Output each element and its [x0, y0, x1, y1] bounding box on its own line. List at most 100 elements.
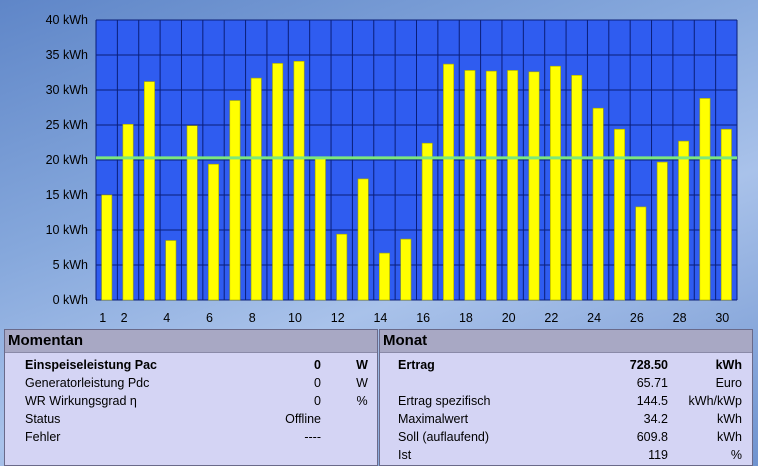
x-tick-label: 20 — [502, 311, 516, 325]
x-tick-label: 14 — [373, 311, 387, 325]
row-ertrag-spezifisch: Ertrag spezifisch 144.5 kWh/kWp — [380, 392, 752, 410]
row-label: Generatorleistung Pdc — [25, 376, 150, 390]
x-tick-label: 28 — [673, 311, 687, 325]
row-value: 119 — [648, 448, 668, 462]
bar-day-18 — [464, 70, 476, 301]
row-value: 0 — [314, 376, 321, 390]
row-maximalwert: Maximalwert 34.2 kWh — [380, 410, 752, 428]
bar-day-13 — [357, 178, 369, 301]
x-tick-label: 26 — [630, 311, 644, 325]
bar-day-5 — [186, 125, 198, 301]
bar-chart-svg: 0 kWh 5 kWh 10 kWh 15 kWh 20 kWh 25 kWh 30 kWh… — [46, 13, 738, 325]
y-tick-label: 35 kWh — [46, 48, 88, 62]
bar-day-27 — [656, 161, 668, 301]
bar-day-6 — [208, 163, 219, 301]
row-ertrag-euro: 65.71 Euro — [380, 374, 752, 392]
row-label: Soll (auflaufend) — [398, 430, 490, 444]
y-tick-label: 25 kWh — [46, 118, 88, 132]
bar-day-30 — [720, 128, 732, 301]
row-label: Ist — [398, 448, 412, 462]
row-value: Offline — [285, 412, 321, 426]
x-tick-label: 18 — [459, 311, 473, 325]
bar-day-7 — [229, 100, 241, 301]
x-tick-label: 2 — [121, 311, 128, 325]
bar-day-26 — [635, 206, 647, 301]
row-unit: W — [356, 376, 368, 390]
y-tick-label: 40 kWh — [46, 13, 88, 27]
bar-day-1 — [101, 194, 113, 301]
bar-day-2 — [122, 124, 134, 301]
x-tick-label: 8 — [249, 311, 256, 325]
bar-day-23 — [571, 75, 583, 301]
x-tick-label: 12 — [331, 311, 345, 325]
y-tick-label: 15 kWh — [46, 188, 88, 202]
row-value: 65.71 — [636, 376, 668, 390]
x-tick-label: 1 — [99, 311, 106, 325]
x-tick-label: 10 — [288, 311, 302, 325]
bar-day-9 — [272, 63, 284, 301]
bar-day-17 — [443, 63, 454, 301]
bar-day-4 — [165, 240, 177, 301]
bar-day-16 — [421, 142, 433, 301]
y-tick-label: 30 kWh — [46, 83, 88, 97]
daily-yield-chart: 0 kWh 5 kWh 10 kWh 15 kWh 20 kWh 25 kWh 30 kWh… — [46, 13, 738, 325]
momentan-panel: Momentan Einspeiseleistung Pac 0 W Gener… — [4, 329, 378, 466]
row-label: Fehler — [25, 430, 61, 444]
row-unit: % — [730, 448, 742, 462]
row-label: Einspeiseleistung Pac — [25, 358, 157, 372]
row-generatorleistung: Generatorleistung Pdc 0 W — [5, 374, 377, 392]
x-tick-label: 6 — [206, 311, 213, 325]
row-unit: kWh/kWp — [688, 394, 742, 408]
bar-day-25 — [614, 128, 626, 301]
row-value: 0 — [314, 394, 321, 408]
bar-day-29 — [699, 98, 711, 301]
row-value: 609.8 — [636, 430, 668, 444]
x-tick-label: 30 — [715, 311, 729, 325]
row-value: 728.50 — [629, 358, 668, 372]
x-tick-label: 22 — [544, 311, 558, 325]
row-unit: % — [356, 394, 368, 408]
row-fehler: Fehler ---- — [5, 428, 377, 446]
row-value: 144.5 — [636, 394, 668, 408]
bar-day-14 — [378, 252, 390, 301]
bar-day-8 — [250, 77, 262, 301]
bar-day-15 — [400, 238, 412, 301]
row-unit: kWh — [717, 430, 742, 444]
bar-day-10 — [293, 60, 305, 301]
row-value: ---- — [304, 430, 321, 444]
bar-day-11 — [314, 157, 326, 301]
row-soll: Soll (auflaufend) 609.8 kWh — [380, 428, 752, 446]
row-unit: kWh — [717, 412, 742, 426]
row-unit: Euro — [715, 376, 742, 390]
bar-day-3 — [144, 81, 155, 301]
bar-day-19 — [485, 70, 497, 301]
row-label: Ertrag — [398, 358, 435, 372]
bar-day-28 — [678, 140, 690, 301]
bar-day-22 — [549, 65, 561, 301]
y-tick-label: 20 kWh — [46, 153, 88, 167]
y-tick-label: 5 kWh — [53, 258, 88, 272]
x-tick-label: 24 — [587, 311, 601, 325]
momentan-title: Momentan — [5, 330, 377, 353]
row-value: 0 — [314, 358, 321, 372]
row-wirkungsgrad: WR Wirkungsgrad η 0 % — [5, 392, 377, 410]
monat-title: Monat — [380, 330, 752, 353]
row-status: Status Offline — [5, 410, 377, 428]
bar-day-24 — [592, 107, 604, 301]
row-label: Ertrag spezifisch — [398, 394, 491, 408]
row-ist: Ist 119 % — [380, 446, 752, 464]
bar-day-21 — [528, 71, 540, 301]
bar-day-20 — [507, 70, 519, 301]
row-einspeiseleistung: Einspeiseleistung Pac 0 W — [5, 356, 377, 374]
monat-panel: Monat Ertrag 728.50 kWh 65.71 Euro Ertra… — [379, 329, 753, 466]
bar-day-12 — [336, 233, 348, 301]
row-label: WR Wirkungsgrad η — [25, 394, 137, 408]
row-label: Status — [25, 412, 61, 426]
y-tick-label: 0 kWh — [53, 293, 88, 307]
row-unit: W — [356, 358, 368, 372]
x-tick-label: 4 — [163, 311, 170, 325]
row-label: Maximalwert — [398, 412, 469, 426]
x-tick-label: 16 — [416, 311, 430, 325]
row-ertrag: Ertrag 728.50 kWh — [380, 356, 752, 374]
row-unit: kWh — [715, 358, 742, 372]
